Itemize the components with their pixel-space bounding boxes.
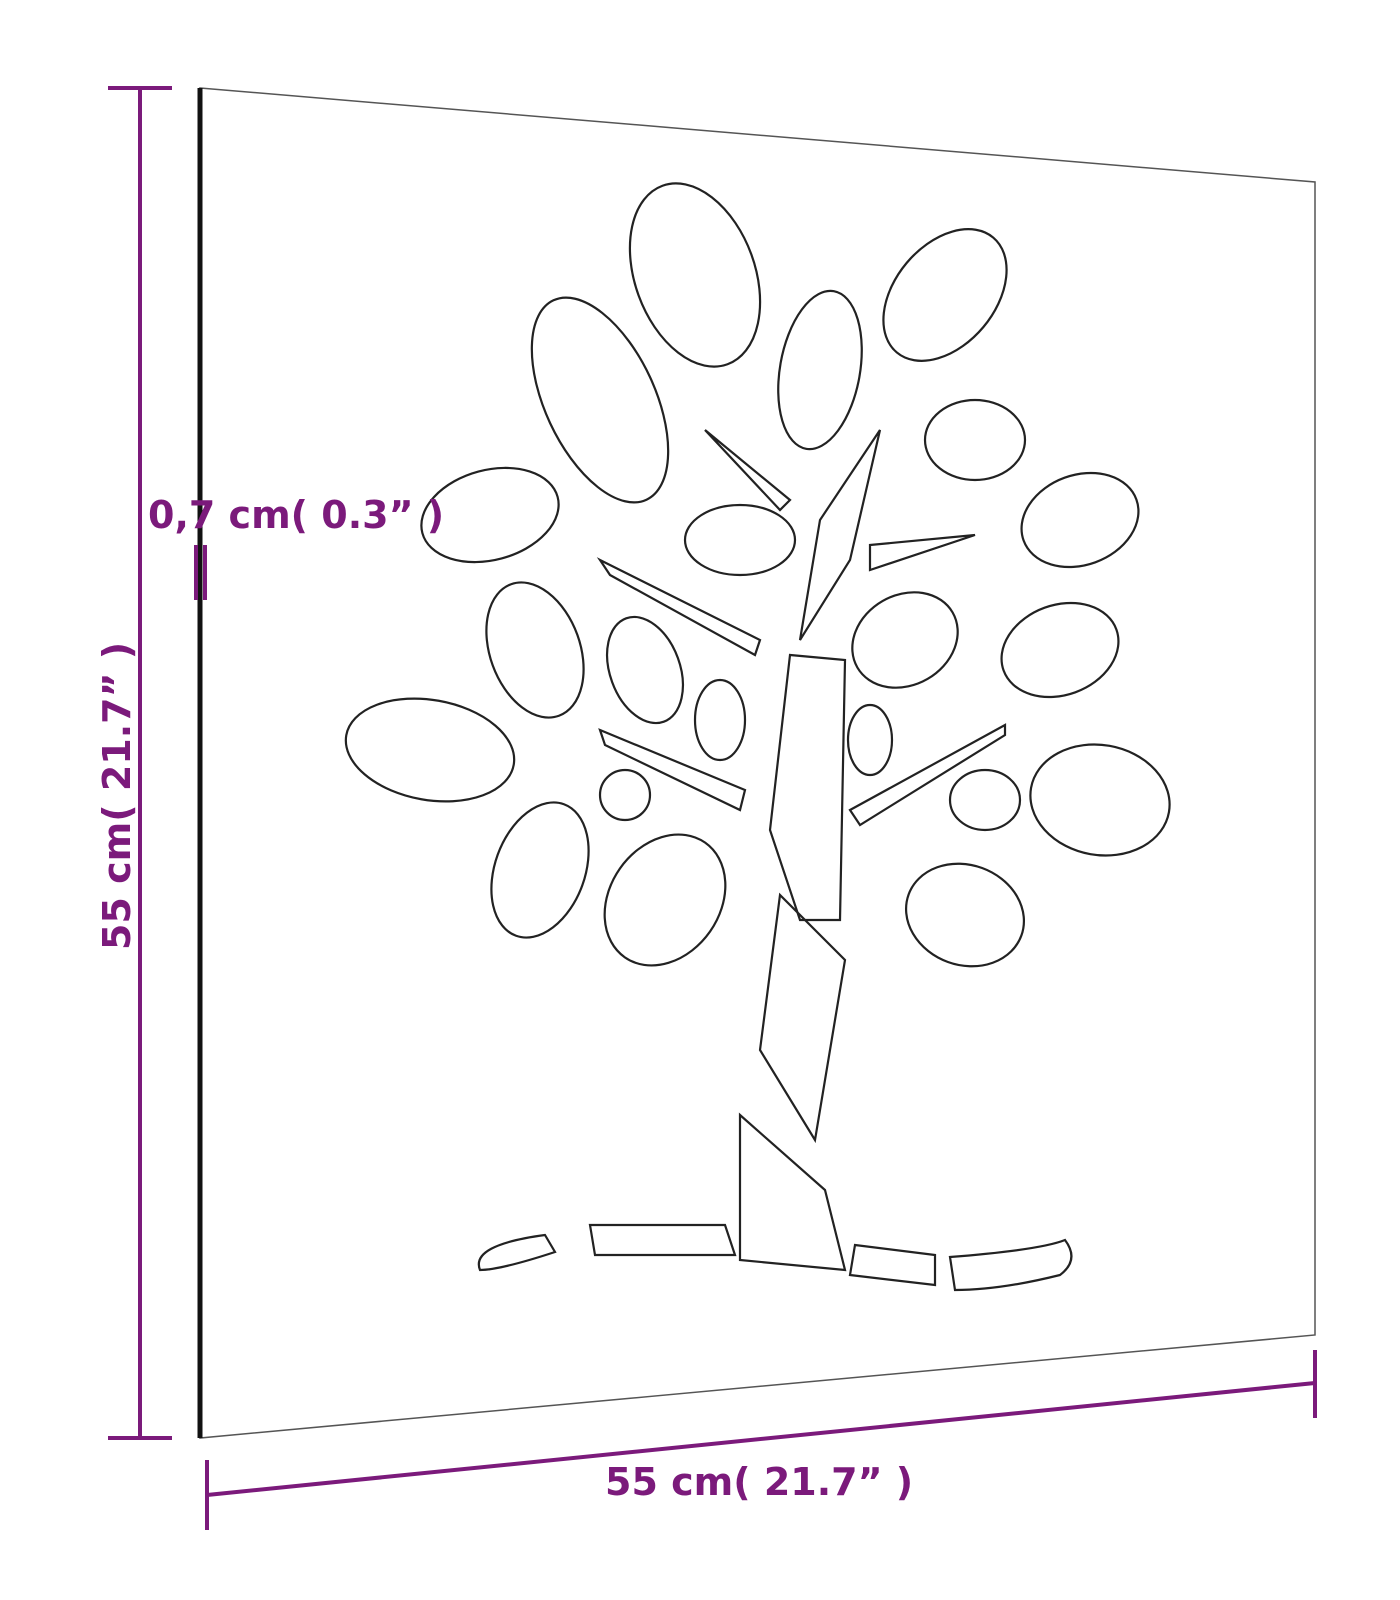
height-label: 55 cm( 21.7” ) (95, 642, 139, 950)
thickness-dimension: 0,7 cm( 0.3” ) (148, 493, 444, 600)
width-dimension: 55 cm( 21.7” ) (205, 1350, 1317, 1530)
thickness-label: 0,7 cm( 0.3” ) (148, 493, 444, 537)
tree-cutout (344, 182, 1171, 1292)
width-label: 55 cm( 21.7” ) (605, 1460, 913, 1504)
height-dimension: 55 cm( 21.7” ) (95, 86, 172, 1440)
panel (197, 87, 1316, 1439)
